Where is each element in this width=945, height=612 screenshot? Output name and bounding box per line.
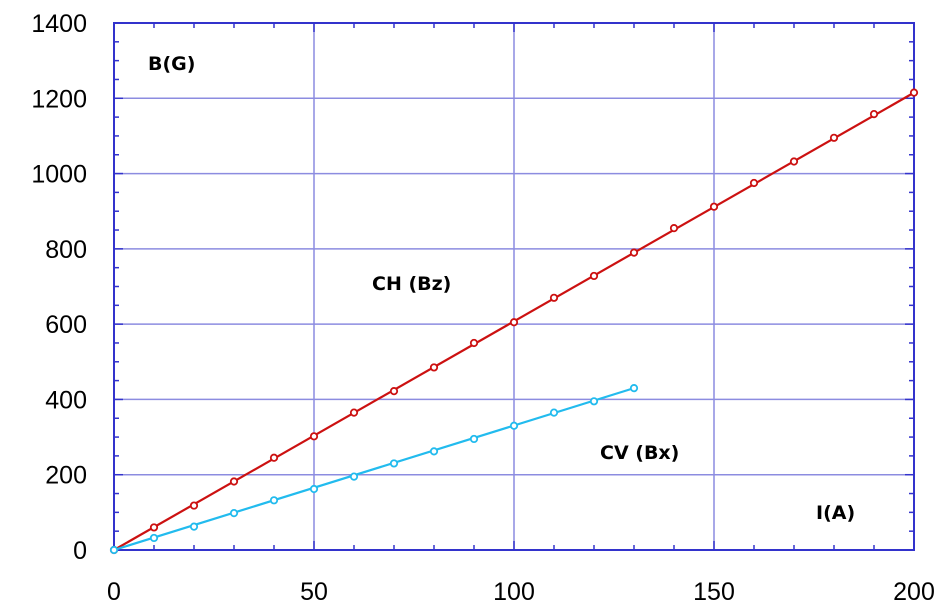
data-point <box>869 109 879 119</box>
x-tick-label: 100 <box>493 578 535 606</box>
data-point <box>549 293 559 302</box>
y-tick-label: 1200 <box>31 85 87 113</box>
data-point <box>669 224 679 233</box>
series-label-ch: CH (Bz) <box>372 273 451 295</box>
y-tick-label: 400 <box>45 386 87 414</box>
data-point <box>909 88 919 97</box>
data-point <box>269 453 279 462</box>
data-point <box>309 432 319 441</box>
tick-labels: 0 50 100 150 200 0 200 400 600 800 1000 1200 1400 <box>31 10 934 606</box>
data-point <box>109 545 119 555</box>
data-point <box>149 523 159 532</box>
data-point <box>429 363 439 372</box>
data-point <box>189 501 199 510</box>
data-point <box>469 434 479 444</box>
data-point <box>829 133 839 142</box>
data-point <box>789 157 799 166</box>
data-point <box>349 408 359 417</box>
data-point <box>229 509 239 518</box>
data-point <box>229 477 239 486</box>
y-tick-label: 600 <box>45 311 87 339</box>
data-point <box>149 533 159 543</box>
x-axis-label: I(A) <box>816 502 855 524</box>
data-point <box>549 408 559 417</box>
y-axis-label: B(G) <box>148 53 195 75</box>
data-point <box>589 271 599 281</box>
x-tick-label: 150 <box>693 578 735 606</box>
data-point <box>269 496 279 505</box>
data-point <box>629 248 639 257</box>
data-point <box>429 447 439 456</box>
series-line-1 <box>113 387 635 552</box>
data-point <box>749 178 759 188</box>
y-tick-label: 1400 <box>31 10 87 38</box>
data-point <box>709 202 719 211</box>
y-tick-label: 1000 <box>31 161 87 189</box>
grid <box>114 23 914 550</box>
y-tick-label: 200 <box>45 462 87 490</box>
y-tick-label: 0 <box>73 537 87 565</box>
x-tick-label: 0 <box>107 578 121 606</box>
x-tick-label: 50 <box>300 578 328 606</box>
data-point <box>309 484 319 494</box>
y-tick-label: 800 <box>45 236 87 264</box>
data-point <box>509 421 519 430</box>
data-point <box>349 472 359 481</box>
data-point <box>389 459 399 468</box>
data-point <box>189 522 199 531</box>
data-point <box>509 318 519 327</box>
series-label-cv: CV (Bx) <box>600 442 679 464</box>
tick-marks <box>113 22 915 551</box>
series-group <box>109 88 919 555</box>
x-tick-label: 200 <box>893 578 935 606</box>
data-point <box>389 387 399 396</box>
data-point <box>469 338 479 348</box>
data-point <box>629 384 639 393</box>
data-point <box>589 397 599 406</box>
